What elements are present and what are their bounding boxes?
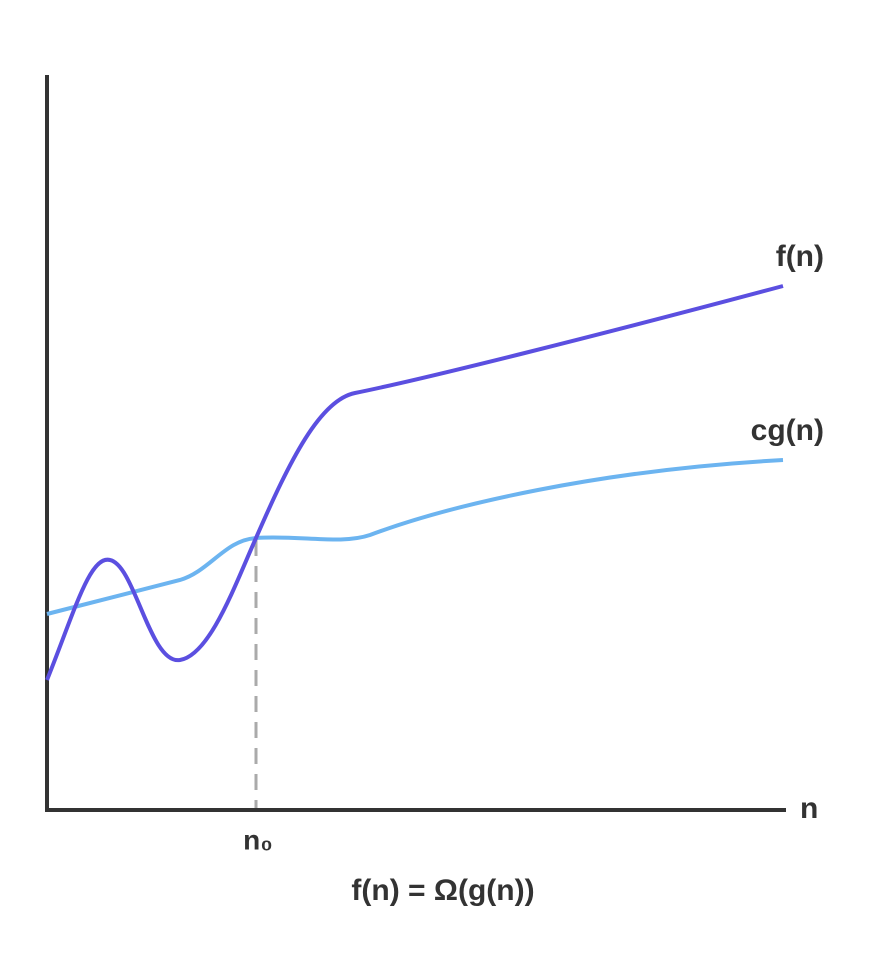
cg-curve bbox=[46, 458, 784, 616]
n0-label: n₀ bbox=[243, 824, 273, 855]
f-label: f(n) bbox=[776, 240, 824, 273]
caption: f(n) = Ω(g(n)) bbox=[351, 874, 534, 907]
cg-label: cg(n) bbox=[751, 414, 824, 447]
f-curve bbox=[45, 284, 784, 681]
x-axis-label: n bbox=[800, 792, 818, 825]
